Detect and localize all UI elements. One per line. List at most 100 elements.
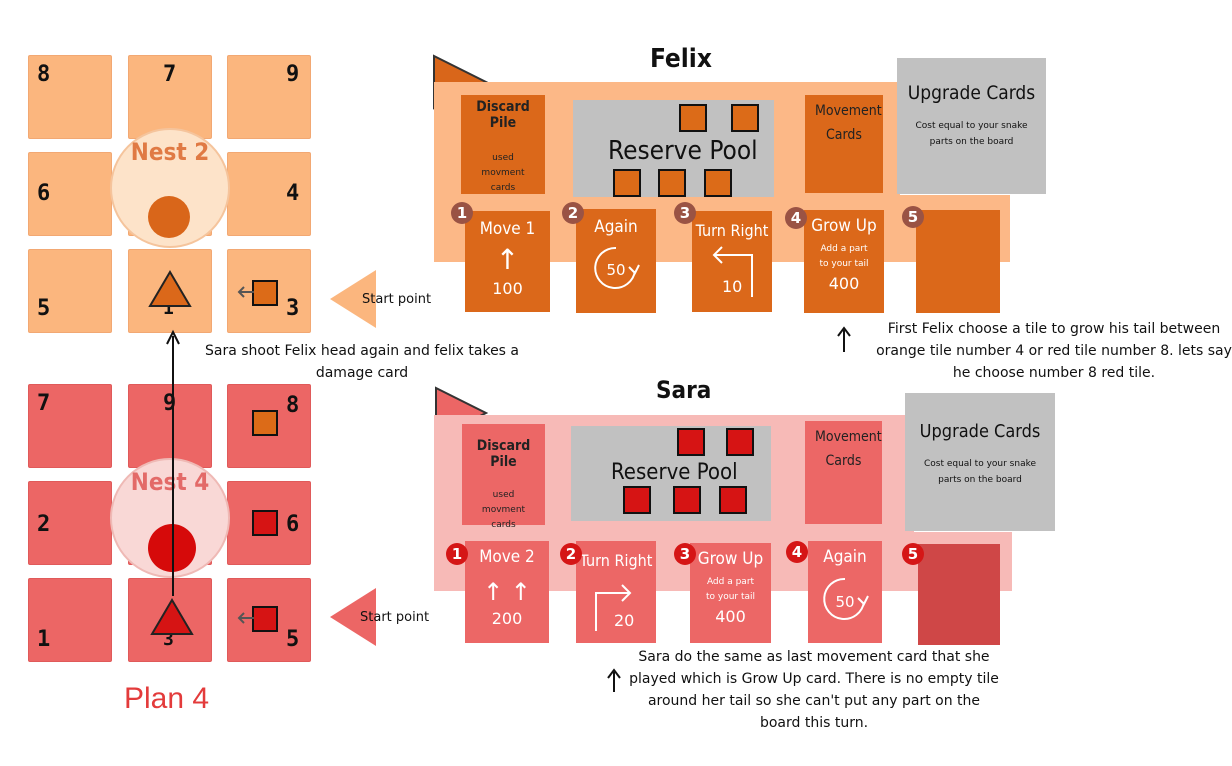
tile-number: 1: [37, 627, 51, 652]
red-tile-7[interactable]: 7: [28, 384, 112, 468]
up-arrow-icon: [837, 326, 851, 352]
orange-snake-head-icon: [148, 270, 192, 307]
orange-tile-5[interactable]: 5: [28, 249, 112, 333]
red-snake-head-icon: [150, 598, 194, 635]
reserve-part: [719, 486, 747, 514]
shoot-note: Sara shoot Felix head again and felix ta…: [204, 343, 520, 381]
card-value: 50: [835, 593, 855, 611]
sara-card-5[interactable]: [918, 544, 1000, 645]
reserve-part: [677, 428, 705, 456]
card-value: 200: [491, 609, 523, 628]
card-title: Turn Right: [579, 551, 653, 570]
tile-number: 6: [286, 512, 300, 537]
felix-upgrade-cards[interactable]: Upgrade Cards Cost equal to your snake p…: [897, 58, 1046, 194]
discard-sub: used movment cards: [481, 490, 526, 530]
card-sub: Add a part to your tail: [705, 577, 756, 602]
tile-number: 5: [286, 627, 300, 652]
upgrade-title: Upgrade Cards: [919, 421, 1041, 442]
sara-card-number: 3: [674, 543, 696, 565]
tile-number: 3: [163, 629, 174, 650]
again-cycle-icon: [594, 246, 640, 289]
turn-right-arrow-icon: [712, 246, 753, 297]
nest-label: Nest 2: [130, 138, 210, 166]
tile-number: 8: [286, 393, 300, 418]
card-title: Again: [823, 547, 867, 567]
discard-title: Discard Pile: [476, 99, 530, 131]
discard-sub: used movment cards: [481, 153, 525, 193]
tile-number: 2: [37, 512, 51, 537]
reserve-label: Reserve Pool: [608, 136, 758, 166]
sara-card-number: 2: [560, 543, 582, 565]
tile-number: 8: [37, 62, 51, 87]
shoot-arrow-icon: [166, 329, 180, 596]
tile-number: 4: [286, 181, 300, 206]
red-tile-2[interactable]: 2: [28, 481, 112, 565]
orange-tile-4[interactable]: 4: [227, 152, 311, 236]
red-tile-1[interactable]: 1: [28, 578, 112, 662]
orange-nest: Nest 2: [110, 128, 230, 248]
card-arrow-icon: ↑ ↑: [483, 578, 531, 606]
card-arrow-icon: ↑: [495, 243, 520, 276]
felix-movement-cards[interactable]: Movement Cards: [805, 95, 883, 193]
sara-card-3[interactable]: Grow Up Add a part to your tail 400: [690, 543, 771, 643]
plan-label: Plan 4: [124, 682, 210, 715]
turn-right-arrow-icon: [595, 584, 632, 631]
sara-discard-pile[interactable]: Discard Pile used movment cards: [462, 424, 545, 530]
red-tail-part-6: [252, 510, 278, 536]
tile-number: 1: [163, 298, 174, 319]
card-title: Again: [594, 217, 638, 237]
felix-reserve-pool[interactable]: Reserve Pool: [573, 100, 774, 197]
nest-label: Nest 4: [130, 468, 210, 496]
felix-card-2[interactable]: Again 50: [576, 209, 656, 313]
orange-tile-6[interactable]: 6: [28, 152, 112, 236]
tile-number: 9: [286, 62, 300, 87]
orange-tail-part: [252, 280, 278, 306]
sara-upgrade-cards[interactable]: Upgrade Cards Cost equal to your snake p…: [905, 393, 1055, 531]
red-tile-9[interactable]: 9: [128, 384, 212, 468]
reserve-part: [613, 169, 641, 197]
sara-reserve-pool[interactable]: Reserve Pool: [571, 426, 771, 521]
tile-number: 7: [163, 62, 177, 87]
reserve-part: [726, 428, 754, 456]
card-value: 10: [722, 277, 743, 296]
reserve-part: [704, 169, 732, 197]
start-point-red-icon: [330, 588, 376, 646]
sara-card-1[interactable]: Move 2 ↑ ↑ 200: [465, 541, 549, 643]
felix-note: First Felix choose a tile to grow his ta…: [876, 321, 1232, 381]
felix-card-3[interactable]: Turn Right 10: [692, 211, 772, 312]
sara-card-number: 5: [902, 543, 924, 565]
sara-card-number: 1: [446, 543, 468, 565]
orange-tile-9[interactable]: 9: [227, 55, 311, 139]
sara-card-2[interactable]: Turn Right 20: [576, 541, 656, 643]
felix-discard-pile[interactable]: Discard Pile used movment cards: [461, 95, 545, 194]
felix-card-1[interactable]: Move 1 ↑ 100: [465, 211, 550, 312]
tile-number: 7: [37, 391, 51, 416]
felix-card-4[interactable]: Grow Up Add a part to your tail 400: [804, 210, 884, 313]
movement-label: Movement Cards: [815, 429, 882, 469]
start-point-label-orange: Start point: [362, 292, 432, 307]
card-title: Move 2: [479, 547, 535, 567]
card-title: Grow Up: [697, 549, 764, 569]
reserve-part: [679, 104, 707, 132]
tile-number: 5: [37, 296, 51, 321]
reserve-part: [623, 486, 651, 514]
felix-name: Felix: [650, 44, 712, 74]
sara-movement-cards[interactable]: Movement Cards: [805, 421, 882, 524]
orange-tile-8[interactable]: 8: [28, 55, 112, 139]
card-title: Turn Right: [695, 221, 769, 240]
sara-card-number: 4: [786, 541, 808, 563]
felix-card-5[interactable]: [916, 210, 1000, 313]
card-title: Grow Up: [811, 216, 877, 236]
felix-card-number: 5: [902, 206, 924, 228]
arrow-left-icon: [237, 612, 254, 624]
felix-card-number: 1: [451, 202, 473, 224]
card-value: 20: [614, 611, 635, 630]
reserve-label: Reserve Pool: [611, 460, 738, 485]
sara-card-4[interactable]: Again 50: [808, 541, 882, 643]
movement-label: Movement Cards: [815, 103, 882, 143]
card-value: 50: [606, 261, 626, 279]
red-board-orange-part: [252, 410, 278, 436]
reserve-part: [673, 486, 701, 514]
sara-note: Sara do the same as last movement card t…: [629, 649, 999, 731]
orange-tile-7[interactable]: 7: [128, 55, 212, 139]
